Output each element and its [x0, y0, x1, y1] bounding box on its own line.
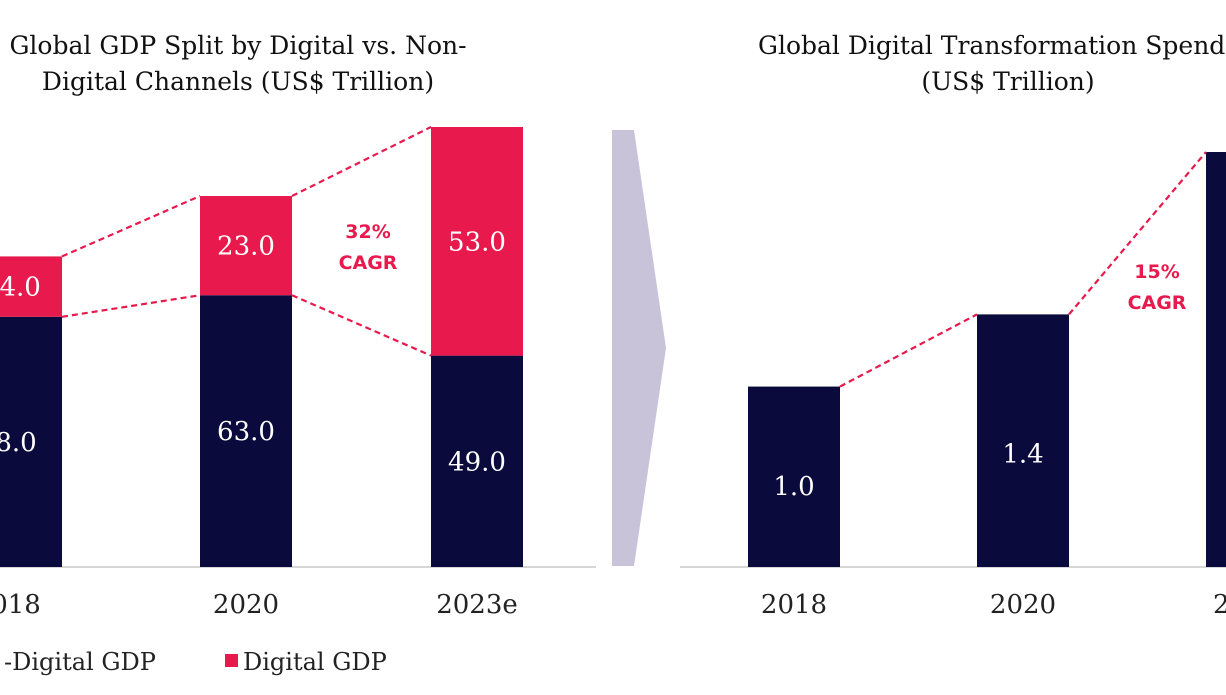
legend-label-digital-gdp: Digital GDP	[243, 648, 387, 676]
bar-digital-2018	[0, 256, 62, 317]
right-connector-1	[1068, 151, 1207, 316]
label-digital-2020: 23.0	[217, 232, 275, 262]
right-chart-title-line-2: (US$ Trillion)	[921, 67, 1094, 96]
label-non-digital-2018: 8.0	[0, 428, 37, 458]
label-spending-2020: 1.4	[1002, 439, 1043, 469]
left-connector-split-0	[61, 294, 201, 318]
bar-non-digital-2020	[200, 295, 292, 567]
legend-swatch-digital-gdp	[225, 654, 238, 667]
legend-label-non-digital-gdp: -Digital GDP	[4, 648, 156, 676]
right-connector-0	[839, 313, 978, 388]
left-cagr-percent: 32%	[345, 221, 390, 243]
bar-non-digital-2023e	[431, 355, 523, 567]
right-chart-marks: 1.0 2018 1.4 2020 2	[748, 151, 1226, 620]
right-x-tick-2020: 2020	[990, 590, 1056, 620]
bar-spending-2020	[977, 314, 1069, 567]
right-cagr-label: CAGR	[1128, 292, 1187, 314]
label-digital-2023e: 53.0	[448, 227, 506, 257]
left-connector-top-0	[61, 195, 201, 258]
left-chart-title-line-2: Digital Channels (US$ Trillion)	[42, 67, 434, 96]
bar-digital-2023e	[431, 127, 523, 356]
right-x-tick-2023e: 2	[1213, 590, 1226, 620]
left-connector-split-1	[291, 294, 432, 357]
label-non-digital-2020: 63.0	[217, 417, 275, 447]
bar-spending-2023e	[1206, 152, 1226, 567]
bar-spending-2018	[748, 386, 840, 567]
label-spending-2018: 1.0	[773, 472, 814, 502]
bar-digital-2020	[200, 196, 292, 296]
left-x-tick-2020: 2020	[213, 590, 279, 620]
divider-chevron	[612, 130, 666, 566]
left-x-tick-2023e: 2023e	[436, 590, 518, 620]
label-digital-2018: .4.0	[0, 273, 41, 303]
left-chart-title-line-1: Global GDP Split by Digital vs. Non-	[9, 31, 466, 60]
left-x-tick-2018: 018	[0, 590, 41, 620]
right-cagr-percent: 15%	[1134, 261, 1179, 283]
right-chart-title-line-1: Global Digital Transformation Spendi	[758, 31, 1226, 60]
left-connector-top-1	[291, 126, 432, 198]
bar-non-digital-2018	[0, 316, 62, 567]
label-non-digital-2023e: 49.0	[448, 447, 506, 477]
left-chart-marks: 8.0 .4.0 018 63.0 23.0 2020 49.0 53.0 2023e	[0, 126, 523, 620]
right-x-tick-2018: 2018	[761, 590, 827, 620]
left-cagr-label: CAGR	[339, 252, 398, 274]
